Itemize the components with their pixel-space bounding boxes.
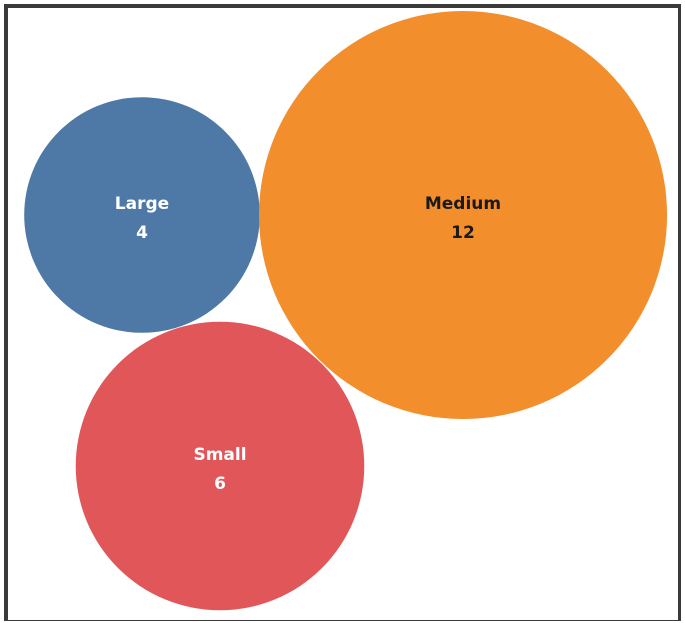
bubble-large[interactable]: Large 4 — [24, 97, 260, 333]
bubble-circle-large[interactable] — [24, 97, 260, 333]
bubble-small[interactable]: Small 6 — [75, 321, 365, 611]
bubble-circle-medium[interactable] — [258, 10, 668, 420]
bubble-label-medium: Medium — [425, 194, 501, 214]
bubble-value-large: 4 — [136, 223, 148, 243]
bubble-value-small: 6 — [214, 474, 226, 494]
bubble-circle-small[interactable] — [75, 321, 365, 611]
bubble-value-medium: 12 — [451, 223, 475, 243]
bubble-label-small: Small — [193, 445, 246, 465]
bubble-medium[interactable]: Medium 12 — [258, 10, 668, 420]
bubble-label-large: Large — [115, 194, 169, 214]
